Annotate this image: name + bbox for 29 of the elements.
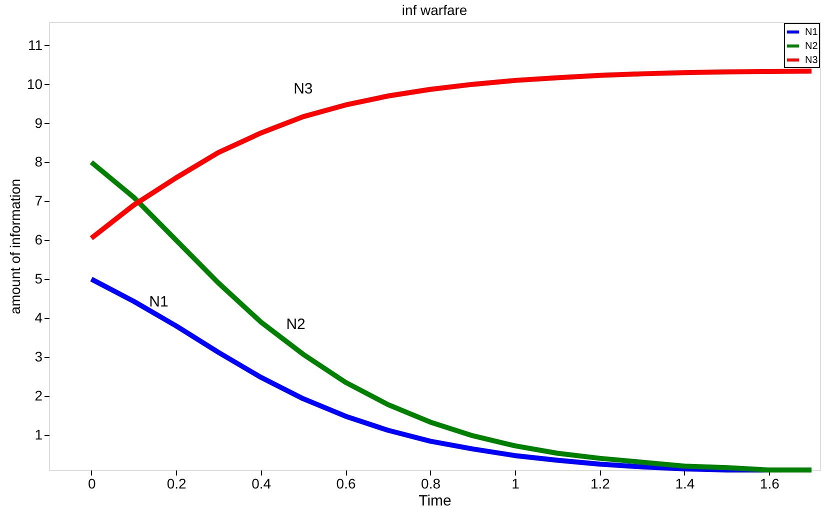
y-tick-label: 11 (28, 36, 43, 53)
y-tick-label: 4 (34, 310, 43, 326)
chart-title: inf warfare (402, 2, 468, 18)
y-tick-label: 2 (34, 387, 43, 404)
x-tick-label: 1.4 (675, 476, 695, 492)
x-tick-label: 0.6 (336, 476, 356, 492)
y-tick-label: 1 (34, 426, 43, 442)
x-tick-label: 0.8 (421, 476, 441, 492)
x-tick-label: 1 (512, 476, 520, 492)
y-tick-label: 8 (34, 154, 43, 170)
legend-label: N1 (805, 27, 818, 38)
y-tick-label: 6 (34, 232, 43, 248)
x-tick-label: 0.2 (166, 476, 187, 492)
text: N3 (294, 80, 313, 98)
text: N2 (286, 316, 306, 333)
x-tick-label: 1.2 (590, 476, 610, 492)
y-axis-title: amount of information (6, 178, 23, 314)
legend-label: N2 (805, 41, 818, 52)
x-tick-label: 0 (88, 476, 96, 492)
y-tick-label: 3 (34, 348, 43, 365)
x-tick-label: 1.6 (760, 476, 780, 492)
text: N1 (149, 293, 168, 310)
y-tick-label: 10 (26, 76, 43, 92)
x-axis-title: Time (418, 492, 452, 510)
legend-label: N3 (805, 55, 818, 66)
x-tick-label: 0.4 (252, 476, 272, 492)
y-tick-label: 5 (34, 270, 43, 287)
y-tick-label: 9 (34, 114, 43, 131)
y-tick-label: 7 (34, 192, 43, 209)
